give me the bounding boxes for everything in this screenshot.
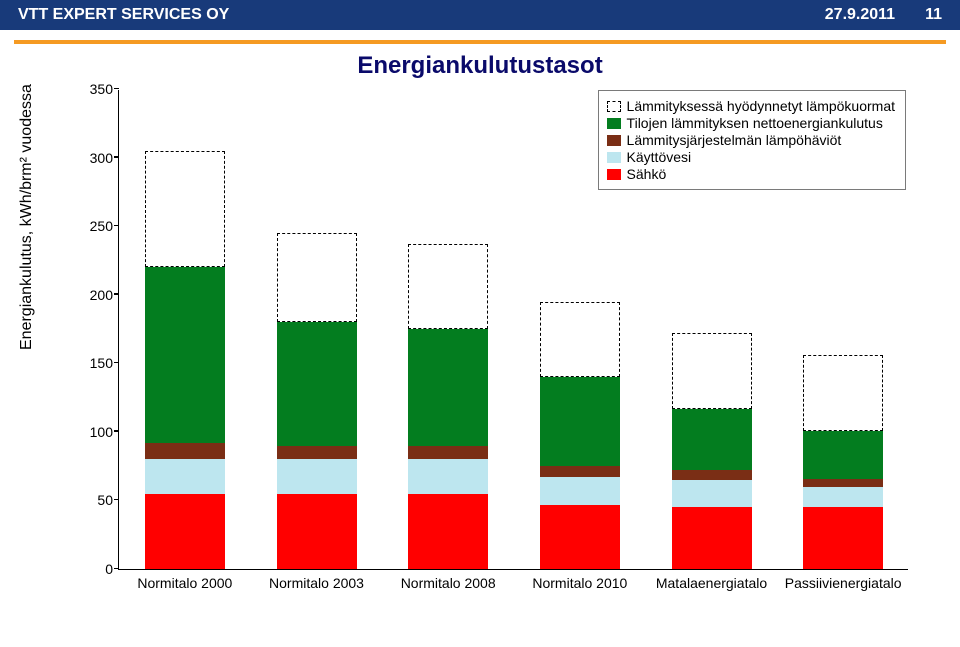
header-right: 27.9.2011 11 (825, 6, 942, 24)
header-divider (14, 40, 946, 44)
bar-segment-lampohaviot (540, 466, 620, 477)
bar-segment-kayttovesi (277, 459, 357, 493)
legend-item: Tilojen lämmityksen nettoenergiankulutus (607, 115, 895, 131)
legend-label: Käyttövesi (627, 149, 692, 165)
bar-segment-lampohaviot (803, 479, 883, 487)
legend: Lämmityksessä hyödynnetyt lämpökuormatTi… (598, 90, 906, 190)
header-date: 27.9.2011 (825, 6, 895, 24)
ytick-mark (114, 293, 119, 295)
ytick-label: 350 (90, 81, 113, 97)
legend-item: Lämmitysjärjestelmän lämpöhäviöt (607, 132, 895, 148)
chart-title: Energiankulutustasot (0, 52, 960, 80)
ytick-mark (114, 362, 119, 364)
page-header: VTT EXPERT SERVICES OY 27.9.2011 11 (0, 0, 960, 30)
bar-segment-kayttovesi (540, 477, 620, 504)
bar-segment-sahko (540, 505, 620, 569)
bar-segment-lampohaviot (672, 470, 752, 480)
chart-container: Energiankulutus, kWh/brm² vuodessa 05010… (48, 80, 928, 620)
bar-segment-kayttovesi (672, 480, 752, 507)
legend-swatch (607, 101, 621, 112)
x-axis-label: Passiivienergiatalo (785, 575, 902, 591)
header-page: 11 (925, 6, 942, 24)
bar-segment-nettoenergia (540, 377, 620, 466)
legend-item: Lämmityksessä hyödynnetyt lämpökuormat (607, 98, 895, 114)
ytick-label: 150 (90, 355, 113, 371)
bar-segment-sahko (408, 494, 488, 569)
ytick-label: 200 (90, 287, 113, 303)
legend-label: Lämmitysjärjestelmän lämpöhäviöt (627, 132, 842, 148)
plot-area: 050100150200250300350Normitalo 2000Normi… (118, 90, 908, 570)
bar-segment-lampokuormat (408, 244, 488, 329)
bar-segment-lampokuormat (540, 302, 620, 377)
legend-swatch (607, 169, 621, 180)
bar-segment-lampohaviot (145, 443, 225, 459)
legend-label: Sähkö (627, 166, 667, 182)
ytick-mark (114, 156, 119, 158)
ytick-mark (114, 499, 119, 501)
legend-item: Sähkö (607, 166, 895, 182)
bar-segment-lampokuormat (277, 233, 357, 322)
legend-label: Lämmityksessä hyödynnetyt lämpökuormat (627, 98, 895, 114)
bar-segment-lampohaviot (277, 446, 357, 460)
bar-segment-kayttovesi (408, 459, 488, 493)
bar-segment-nettoenergia (145, 267, 225, 443)
ytick-label: 300 (90, 150, 113, 166)
bar-segment-lampokuormat (803, 355, 883, 430)
bar-segment-sahko (672, 507, 752, 569)
ytick-mark (114, 568, 119, 570)
ytick-mark (114, 225, 119, 227)
y-axis-label: Energiankulutus, kWh/brm² vuodessa (18, 84, 36, 350)
bar-segment-sahko (145, 494, 225, 569)
header-org: VTT EXPERT SERVICES OY (18, 6, 825, 24)
ytick-label: 0 (105, 561, 113, 577)
ytick-label: 50 (97, 492, 113, 508)
x-axis-label: Normitalo 2003 (269, 575, 364, 591)
bar-segment-nettoenergia (672, 409, 752, 471)
legend-swatch (607, 135, 621, 146)
bar-segment-lampohaviot (408, 446, 488, 460)
x-axis-label: Matalaenergiatalo (656, 575, 767, 591)
bar-segment-lampokuormat (672, 333, 752, 408)
x-axis-label: Normitalo 2008 (401, 575, 496, 591)
bar-segment-sahko (277, 494, 357, 569)
ytick-mark (114, 88, 119, 90)
legend-swatch (607, 152, 621, 163)
x-axis-label: Normitalo 2000 (137, 575, 232, 591)
bar-segment-nettoenergia (408, 329, 488, 446)
legend-label: Tilojen lämmityksen nettoenergiankulutus (627, 115, 883, 131)
bar-segment-nettoenergia (277, 322, 357, 445)
bar-segment-kayttovesi (803, 487, 883, 508)
legend-swatch (607, 118, 621, 129)
bar-segment-nettoenergia (803, 431, 883, 479)
ytick-mark (114, 430, 119, 432)
bar-segment-lampokuormat (145, 151, 225, 268)
legend-item: Käyttövesi (607, 149, 895, 165)
ytick-label: 250 (90, 218, 113, 234)
bar-segment-kayttovesi (145, 459, 225, 493)
ytick-label: 100 (90, 424, 113, 440)
bar-segment-sahko (803, 507, 883, 569)
x-axis-label: Normitalo 2010 (532, 575, 627, 591)
